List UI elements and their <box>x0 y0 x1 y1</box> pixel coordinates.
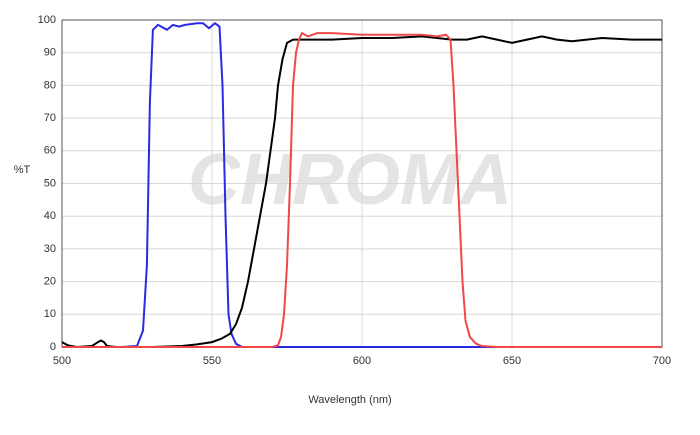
y-tick-label: 60 <box>44 145 56 157</box>
watermark: CHROMA <box>188 140 512 220</box>
y-tick-label: 0 <box>50 341 56 353</box>
y-tick-label: 80 <box>44 79 56 91</box>
y-tick-label: 50 <box>44 177 56 189</box>
y-tick-label: 70 <box>44 112 56 124</box>
x-tick-label: 650 <box>503 355 521 367</box>
y-tick-label: 10 <box>44 308 56 320</box>
spectrum-line <box>62 22 662 348</box>
y-tick-label: 40 <box>44 210 56 222</box>
spectrum-line <box>62 31 662 348</box>
y-axis-label: %T <box>14 164 31 176</box>
x-tick-label: 500 <box>53 355 71 367</box>
y-tick-label: 30 <box>44 243 56 255</box>
x-tick-label: 550 <box>203 355 221 367</box>
y-tick-label: 20 <box>44 276 56 288</box>
x-axis-label: Wavelength (nm) <box>308 394 391 406</box>
x-tick-label: 600 <box>353 355 371 367</box>
x-tick-label: 700 <box>653 355 671 367</box>
y-tick-label: 90 <box>44 47 56 59</box>
y-tick-label: 100 <box>38 14 56 26</box>
